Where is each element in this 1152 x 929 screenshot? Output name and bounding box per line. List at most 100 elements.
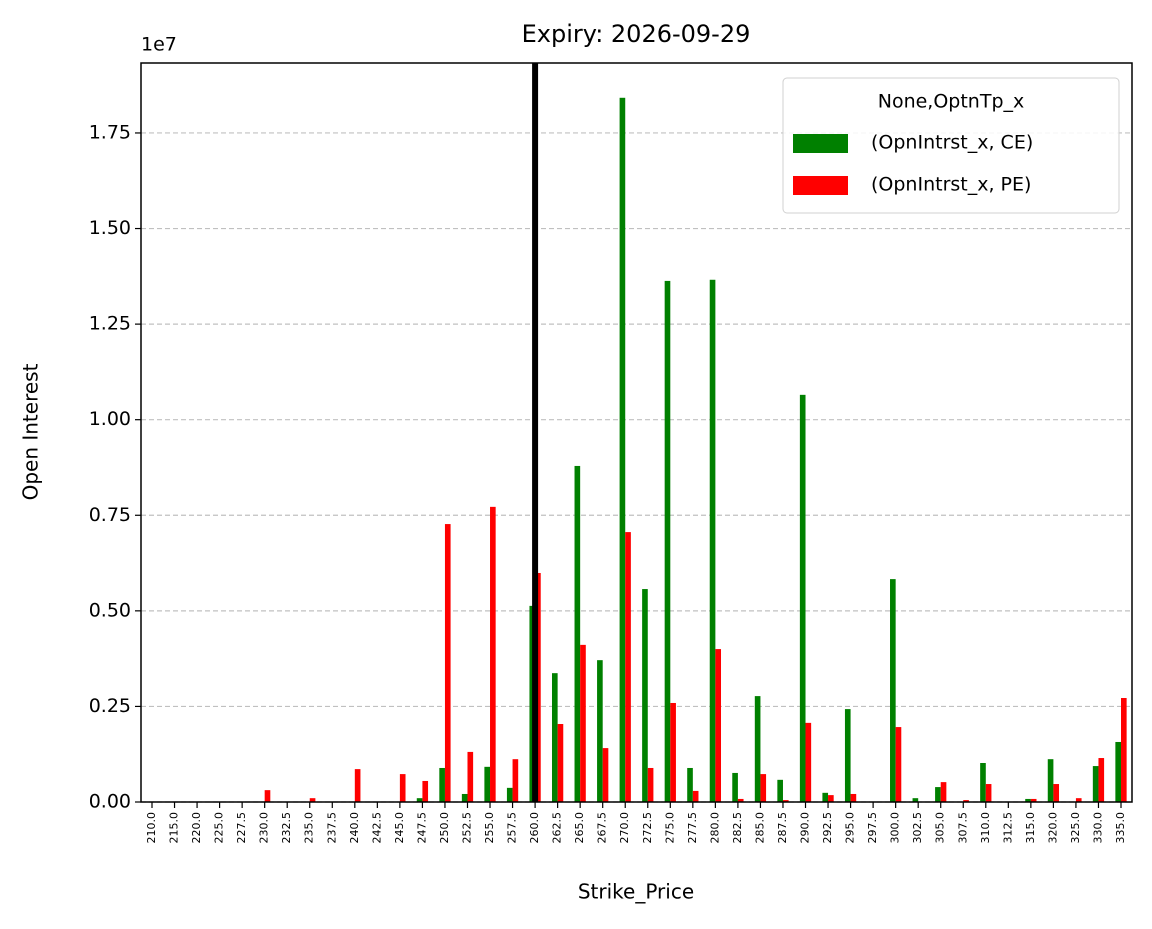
x-tick-label: 335.0 [1114, 812, 1127, 844]
y-tick-label: 1.00 [89, 408, 131, 430]
x-tick-label: 245.0 [393, 812, 406, 844]
bar [484, 766, 491, 802]
x-tick-label: 267.5 [596, 812, 609, 844]
chart-title: Expiry: 2026-09-29 [522, 20, 751, 48]
bar [980, 763, 986, 802]
legend-box [782, 77, 1120, 214]
bar [1121, 698, 1127, 802]
x-tick-label: 257.5 [506, 812, 519, 844]
bar [912, 798, 919, 802]
bar [822, 792, 829, 802]
x-tick-label: 262.5 [551, 812, 564, 844]
bar [512, 759, 519, 802]
bar [399, 774, 406, 802]
x-tick-label: 292.5 [821, 812, 834, 844]
x-tick-label: 232.5 [280, 812, 293, 844]
bar [799, 394, 806, 802]
bar [309, 798, 316, 802]
bar [625, 532, 631, 802]
x-tick-label: 295.0 [844, 812, 857, 844]
x-tick-label: 250.0 [438, 812, 451, 844]
bar [1075, 798, 1082, 802]
y-offset-text: 1e7 [141, 34, 177, 56]
x-tick-label: 280.0 [708, 812, 721, 844]
y-tick-label: 0.50 [89, 599, 131, 621]
x-tick-label: 242.5 [370, 812, 383, 844]
bar [737, 798, 744, 802]
x-tick-label: 307.5 [956, 812, 969, 844]
bar [692, 790, 699, 802]
x-tick-label: 297.5 [866, 812, 879, 844]
bar [1047, 759, 1054, 802]
bar [264, 790, 271, 802]
legend-label: (OpnIntrst_x, PE) [871, 174, 1031, 196]
bar [754, 696, 761, 802]
legend-title: None,OptnTp_x [878, 91, 1025, 113]
x-tick-label: 265.0 [573, 812, 586, 844]
x-tick-label: 302.5 [911, 812, 924, 844]
bar [354, 769, 361, 802]
bar [444, 524, 451, 802]
bar [760, 774, 767, 802]
bar [985, 784, 992, 802]
x-tick-label: 300.0 [889, 812, 902, 844]
bar [782, 800, 789, 802]
x-tick-label: 255.0 [483, 812, 496, 844]
x-tick-label: 310.0 [979, 812, 992, 844]
bar [422, 780, 429, 802]
x-tick-label: 220.0 [190, 812, 203, 844]
x-tick-label: 235.0 [303, 812, 316, 844]
bar [647, 767, 654, 802]
bar [1053, 784, 1060, 802]
bar [580, 644, 586, 802]
x-tick-label: 315.0 [1024, 812, 1037, 844]
bar [461, 793, 468, 802]
bar [597, 660, 603, 802]
bar [506, 787, 513, 802]
x-tick-label: 290.0 [799, 812, 812, 844]
x-tick-label: 225.0 [213, 812, 226, 844]
legend-swatch [793, 176, 848, 195]
x-tick-label: 272.5 [641, 812, 654, 844]
bar [709, 279, 716, 802]
x-tick-label: 270.0 [618, 812, 631, 844]
x-tick-label: 227.5 [235, 812, 248, 844]
bar [416, 798, 423, 802]
bar [602, 748, 609, 802]
bar [1098, 758, 1105, 802]
x-tick-label: 282.5 [731, 812, 744, 844]
x-tick-label: 237.5 [325, 812, 338, 844]
bar [439, 767, 445, 802]
bar [1025, 798, 1031, 802]
x-tick-label: 275.0 [663, 812, 676, 844]
x-tick-label: 215.0 [168, 812, 181, 844]
bar [557, 724, 564, 802]
y-axis-label: Open Interest [19, 363, 43, 500]
x-tick-label: 287.5 [776, 812, 789, 844]
bar [935, 787, 941, 802]
bar [687, 767, 693, 802]
bar [940, 782, 947, 802]
bar [850, 793, 857, 802]
bar [844, 709, 851, 802]
bar [664, 280, 671, 802]
x-tick-label: 305.0 [934, 812, 947, 844]
bar [1092, 766, 1099, 802]
bar [828, 795, 834, 802]
x-tick-label: 247.5 [415, 812, 428, 844]
bar [551, 673, 558, 802]
y-tick-label: 0.25 [89, 695, 131, 717]
bar [467, 751, 474, 802]
x-tick-label: 210.0 [145, 812, 158, 844]
bar [805, 722, 812, 802]
x-tick-label: 240.0 [348, 812, 361, 844]
bar [777, 779, 783, 802]
x-tick-label: 320.0 [1046, 812, 1059, 844]
x-tick-label: 252.5 [460, 812, 473, 844]
bar [895, 727, 902, 802]
bar [1030, 798, 1037, 802]
bar [670, 702, 676, 802]
bar [715, 649, 722, 802]
y-tick-label: 1.50 [89, 217, 131, 239]
